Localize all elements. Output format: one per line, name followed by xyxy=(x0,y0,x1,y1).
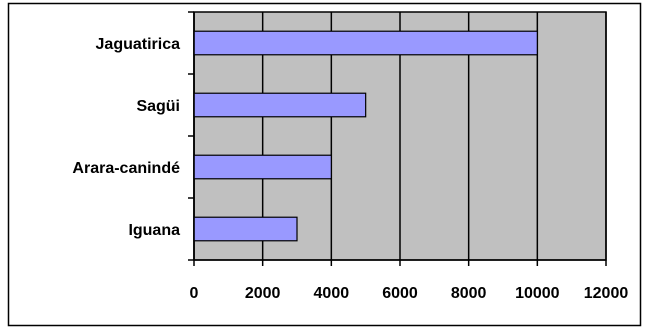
x-tick-label-8000: 8000 xyxy=(451,285,487,302)
bar-3 xyxy=(193,216,298,242)
category-label-0: Jaguatirica xyxy=(96,36,181,53)
x-tick-label-2000: 2000 xyxy=(245,285,281,302)
bar-0 xyxy=(193,30,538,56)
category-label-1: Sagüi xyxy=(136,98,180,115)
category-label-3: Iguana xyxy=(128,222,180,239)
x-tick-label-12000: 12000 xyxy=(584,285,629,302)
category-label-2: Arara-canindé xyxy=(72,160,180,177)
x-tick-label-6000: 6000 xyxy=(382,285,418,302)
labels-group: Jaguatirica Sagüi Arara-canindé Iguana 0 2000… xyxy=(72,36,628,302)
axes-group xyxy=(188,11,607,266)
bar-2 xyxy=(193,154,332,180)
x-tick-label-0: 0 xyxy=(190,285,199,302)
bar-1 xyxy=(193,92,367,118)
x-tick-label-10000: 10000 xyxy=(515,285,560,302)
x-tick-label-4000: 4000 xyxy=(314,285,350,302)
